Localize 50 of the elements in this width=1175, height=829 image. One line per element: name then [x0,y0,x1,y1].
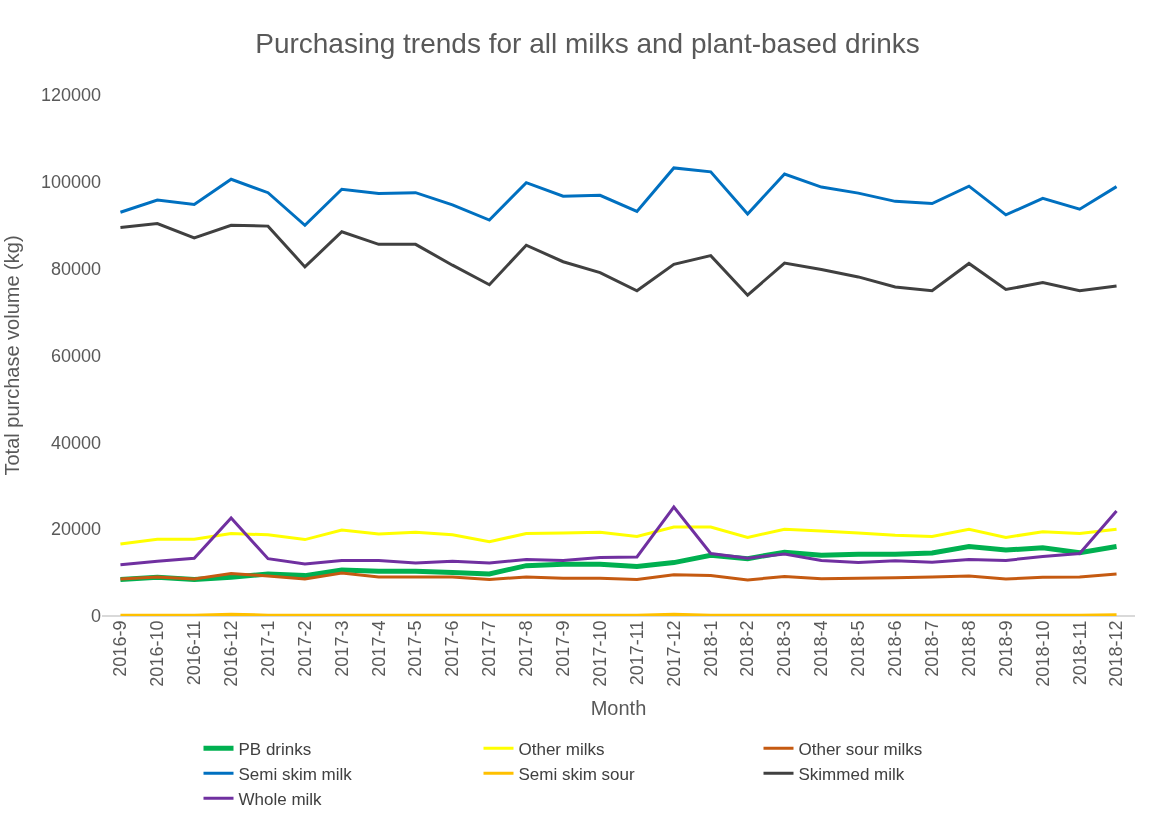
x-tick-label: 2017-6 [442,620,463,677]
x-tick-label: 2017-11 [626,620,647,686]
x-tick-label: 2018-2 [737,620,758,677]
x-tick-label: 2018-10 [1032,620,1053,687]
x-tick-label: 2018-6 [885,620,906,677]
legend-label: Whole milk [238,790,323,809]
x-tick-label: 2018-3 [774,620,795,677]
x-tick-label: 2017-4 [368,620,389,677]
x-tick-label: 2016-10 [147,620,168,687]
legend-label: PB drinks [238,739,312,759]
x-tick-label: 2017-3 [331,620,352,677]
x-tick-label: 2017-9 [553,620,574,677]
x-tick-label: 2018-12 [1106,620,1127,687]
line-series [118,525,1119,546]
legend-label: Other sour milks [798,739,923,759]
x-tick-label: 2017-1 [257,620,278,677]
y-tick-label: 20000 [50,519,101,540]
x-tick-label: 2018-4 [811,620,832,677]
x-tick-label: 2018-9 [995,620,1016,677]
x-tick-label: 2018-8 [958,620,979,677]
x-tick-label: 2017-8 [516,620,537,677]
y-tick-label: 80000 [50,258,101,279]
y-tick-label: 120000 [40,85,101,106]
x-tick-label: 2016-11 [184,620,205,686]
y-tick-label: 40000 [50,432,101,453]
legend-label: Semi skim sour [518,764,636,784]
line-series [118,505,1119,567]
x-tick-label: 2018-1 [700,620,721,677]
y-axis-title: Total purchase volume (kg) [1,235,24,476]
x-tick-label: 2017-5 [405,620,426,677]
y-tick-label: 100000 [40,172,101,193]
x-tick-label: 2016-12 [220,620,241,687]
y-tick-label: 0 [90,606,101,627]
legend-label: Other milks [518,739,605,759]
x-tick-label: 2016-9 [110,620,131,677]
y-tick-label: 60000 [50,345,101,366]
legend-label: Skimmed milk [798,764,905,784]
x-tick-label: 2018-11 [1069,620,1090,686]
x-axis-title: Month [590,697,647,720]
legend-label: Semi skim milk [238,764,353,784]
x-tick-label: 2017-10 [589,620,610,687]
line-series [118,166,1119,227]
line-series [118,222,1119,297]
line-series [118,571,1119,582]
x-tick-label: 2018-7 [921,620,942,677]
x-tick-label: 2017-7 [479,620,500,677]
x-tick-label: 2017-2 [294,620,315,677]
x-tick-label: 2018-5 [848,620,869,677]
chart-title: Purchasing trends for all milks and plant-based drinks [255,27,920,59]
x-tick-label: 2017-12 [663,620,684,687]
